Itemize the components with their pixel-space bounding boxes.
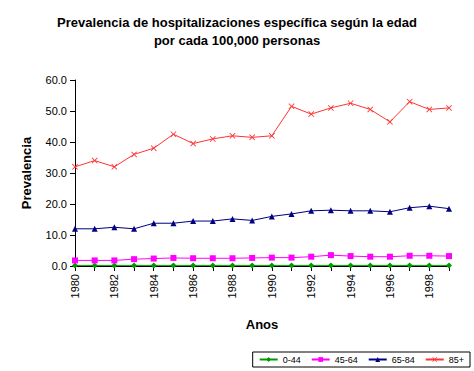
svg-text:por cada 100,000 personas: por cada 100,000 personas [154,33,320,48]
svg-text:0.0: 0.0 [52,260,67,272]
svg-text:1984: 1984 [148,274,160,298]
svg-text:85+: 85+ [449,355,464,365]
svg-text:30.0: 30.0 [46,167,67,179]
svg-text:Prevalencia: Prevalencia [19,136,34,209]
svg-text:20.0: 20.0 [46,198,67,210]
svg-text:65-84: 65-84 [392,355,415,365]
svg-text:40.0: 40.0 [46,136,67,148]
svg-text:Anos: Anos [246,317,279,332]
svg-text:45-64: 45-64 [335,355,358,365]
svg-text:1994: 1994 [345,274,357,298]
svg-text:0-44: 0-44 [283,355,301,365]
svg-text:1998: 1998 [423,274,435,298]
svg-text:1988: 1988 [226,274,238,298]
svg-text:60.0: 60.0 [46,74,67,86]
svg-text:1980: 1980 [69,274,81,298]
svg-text:10.0: 10.0 [46,229,67,241]
svg-text:1996: 1996 [384,274,396,298]
svg-text:1992: 1992 [305,274,317,298]
svg-text:Prevalencia de hospitalizacion: Prevalencia de hospitalizaciones específ… [57,15,417,30]
svg-text:1986: 1986 [187,274,199,298]
svg-text:1990: 1990 [266,274,278,298]
svg-text:1982: 1982 [108,274,120,298]
svg-text:50.0: 50.0 [46,105,67,117]
